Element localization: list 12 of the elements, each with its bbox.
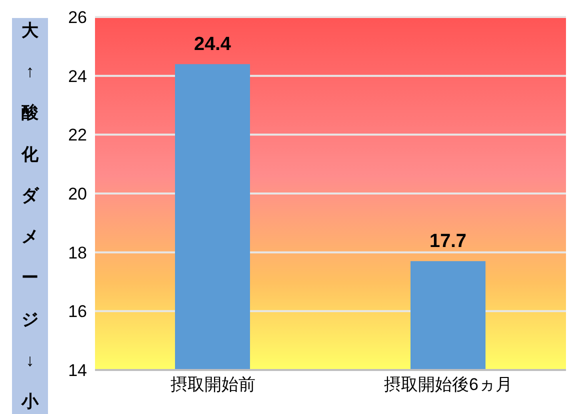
data-label: 24.4: [194, 34, 232, 56]
y-tick-label: 24: [68, 66, 87, 86]
y-tick-label: 16: [68, 302, 87, 322]
x-tick-label: 摂取開始前: [170, 375, 256, 394]
y-tick-label: 26: [68, 8, 87, 28]
text: 大↑酸化ダメージ↓小: [22, 21, 38, 411]
y-tick-label: 18: [68, 243, 87, 262]
y-tick-label: 14: [68, 361, 87, 380]
y-tick-label: 20: [68, 184, 87, 204]
y-tick-label: 22: [68, 126, 87, 145]
x-tick-label: 摂取開始後6ヵ月: [384, 375, 512, 394]
data-label: 17.7: [430, 231, 466, 252]
